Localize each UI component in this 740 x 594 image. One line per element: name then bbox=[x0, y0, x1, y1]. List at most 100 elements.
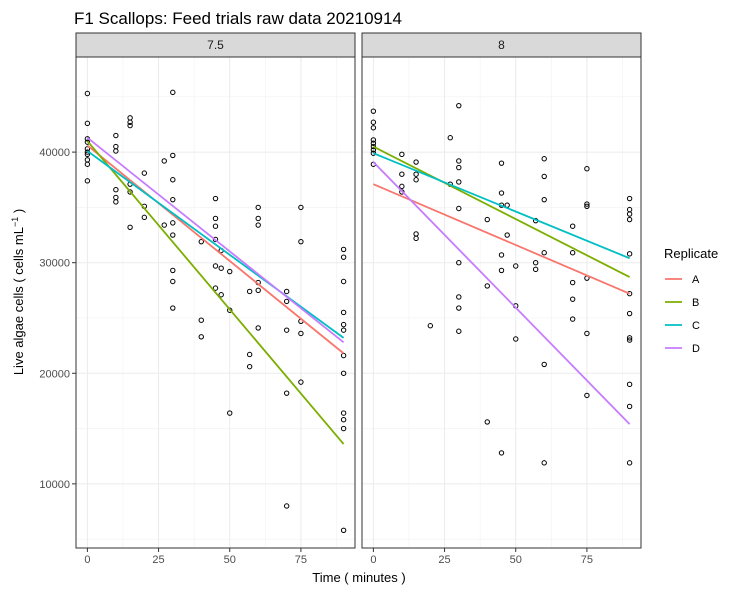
data-point bbox=[399, 151, 405, 158]
data-point bbox=[456, 205, 462, 212]
data-point bbox=[283, 503, 290, 509]
data-point bbox=[283, 288, 290, 295]
data-point bbox=[541, 250, 547, 256]
x-tick-label: 0 bbox=[370, 554, 376, 566]
grid bbox=[362, 57, 641, 548]
trend-line-C bbox=[373, 152, 630, 260]
data-point bbox=[340, 309, 347, 316]
data-point bbox=[370, 125, 377, 131]
data-point bbox=[484, 216, 490, 223]
data-point bbox=[298, 379, 304, 385]
data-point bbox=[218, 265, 224, 271]
data-point bbox=[246, 363, 253, 370]
x-axis-title: Time ( minutes ) bbox=[312, 570, 405, 585]
data-point bbox=[569, 250, 576, 256]
data-point bbox=[246, 288, 253, 295]
data-point bbox=[340, 527, 347, 534]
facet-strip-label: 7.5 bbox=[207, 38, 224, 52]
panels: 7.5 0 25 50 75 10000 20000 30000 40000 8 0 25 50 75 bbox=[39, 32, 642, 566]
data-point bbox=[212, 215, 219, 222]
legend-label: C bbox=[692, 320, 700, 332]
data-point bbox=[127, 189, 133, 195]
data-point bbox=[212, 236, 219, 243]
data-point bbox=[212, 285, 219, 291]
data-point bbox=[413, 159, 419, 165]
data-point bbox=[246, 351, 253, 358]
data-point bbox=[340, 352, 347, 359]
panel-0: 7.5 0 25 50 75 10000 20000 30000 40000 bbox=[39, 32, 356, 566]
data-point bbox=[161, 222, 167, 228]
trend-line-D bbox=[372, 161, 631, 425]
legend-item-D: D bbox=[665, 343, 700, 355]
trend-line-A bbox=[86, 144, 345, 355]
data-point bbox=[626, 310, 633, 317]
data-point bbox=[569, 296, 576, 302]
data-point bbox=[212, 263, 219, 269]
y-axis-title-main: Live algae cells ( cells mL bbox=[11, 227, 26, 375]
data-point bbox=[498, 450, 505, 456]
data-point bbox=[227, 268, 233, 275]
data-point bbox=[113, 132, 119, 139]
data-point bbox=[541, 156, 547, 162]
trend-line-B bbox=[372, 145, 631, 278]
data-point bbox=[340, 410, 347, 416]
data-point bbox=[370, 143, 377, 150]
x-tick-label: 25 bbox=[438, 554, 450, 566]
legend-item-C: C bbox=[665, 320, 700, 332]
data-point bbox=[498, 190, 505, 196]
data-point bbox=[298, 204, 304, 211]
x-tick-label: 50 bbox=[224, 554, 236, 566]
legend-title: Replicate bbox=[664, 246, 718, 261]
data-point bbox=[427, 323, 434, 329]
data-point bbox=[498, 267, 505, 274]
data-point bbox=[170, 89, 176, 96]
data-point bbox=[198, 317, 204, 323]
y-tick-label: 20000 bbox=[39, 368, 70, 380]
data-point bbox=[298, 330, 304, 337]
data-point bbox=[370, 137, 377, 143]
trend-line-D bbox=[86, 137, 345, 344]
data-point bbox=[584, 330, 590, 337]
data-point bbox=[413, 171, 419, 177]
data-point bbox=[198, 334, 204, 340]
data-point bbox=[298, 238, 304, 245]
x-tick-label: 50 bbox=[510, 554, 522, 566]
y-tick-label: 30000 bbox=[39, 258, 70, 270]
data-point bbox=[584, 203, 590, 209]
panel-border bbox=[75, 56, 356, 549]
facet-strip bbox=[75, 32, 356, 58]
data-point bbox=[161, 158, 167, 164]
data-point bbox=[456, 328, 462, 334]
data-point bbox=[84, 120, 91, 127]
trend-lines bbox=[86, 137, 345, 445]
data-point bbox=[170, 267, 176, 274]
data-point bbox=[532, 259, 539, 266]
data-point bbox=[513, 263, 519, 269]
panel-background bbox=[362, 57, 641, 548]
trend-lines bbox=[372, 145, 631, 425]
x-tick-label: 75 bbox=[581, 554, 593, 566]
data-point bbox=[399, 171, 405, 177]
data-point bbox=[456, 158, 462, 164]
panel-1: 8 0 25 50 75 bbox=[361, 32, 642, 566]
data-point bbox=[255, 325, 261, 331]
data-point bbox=[513, 336, 519, 342]
data-point bbox=[340, 417, 347, 423]
y-tick-label: 40000 bbox=[39, 147, 70, 159]
data-point bbox=[504, 232, 510, 238]
trend-line-C bbox=[86, 150, 345, 339]
data-point bbox=[456, 102, 462, 109]
data-point bbox=[456, 305, 462, 311]
data-point bbox=[626, 403, 633, 410]
y-axis-title-sup: −1 bbox=[10, 217, 20, 227]
facet-strip bbox=[361, 32, 642, 58]
data-point bbox=[283, 298, 290, 305]
panel-border bbox=[361, 56, 642, 549]
data-point bbox=[340, 425, 347, 432]
data-point bbox=[340, 327, 347, 333]
data-point bbox=[340, 370, 347, 376]
data-point bbox=[113, 187, 119, 193]
data-point bbox=[170, 220, 176, 226]
data-point bbox=[370, 147, 377, 153]
data-point bbox=[456, 179, 462, 185]
